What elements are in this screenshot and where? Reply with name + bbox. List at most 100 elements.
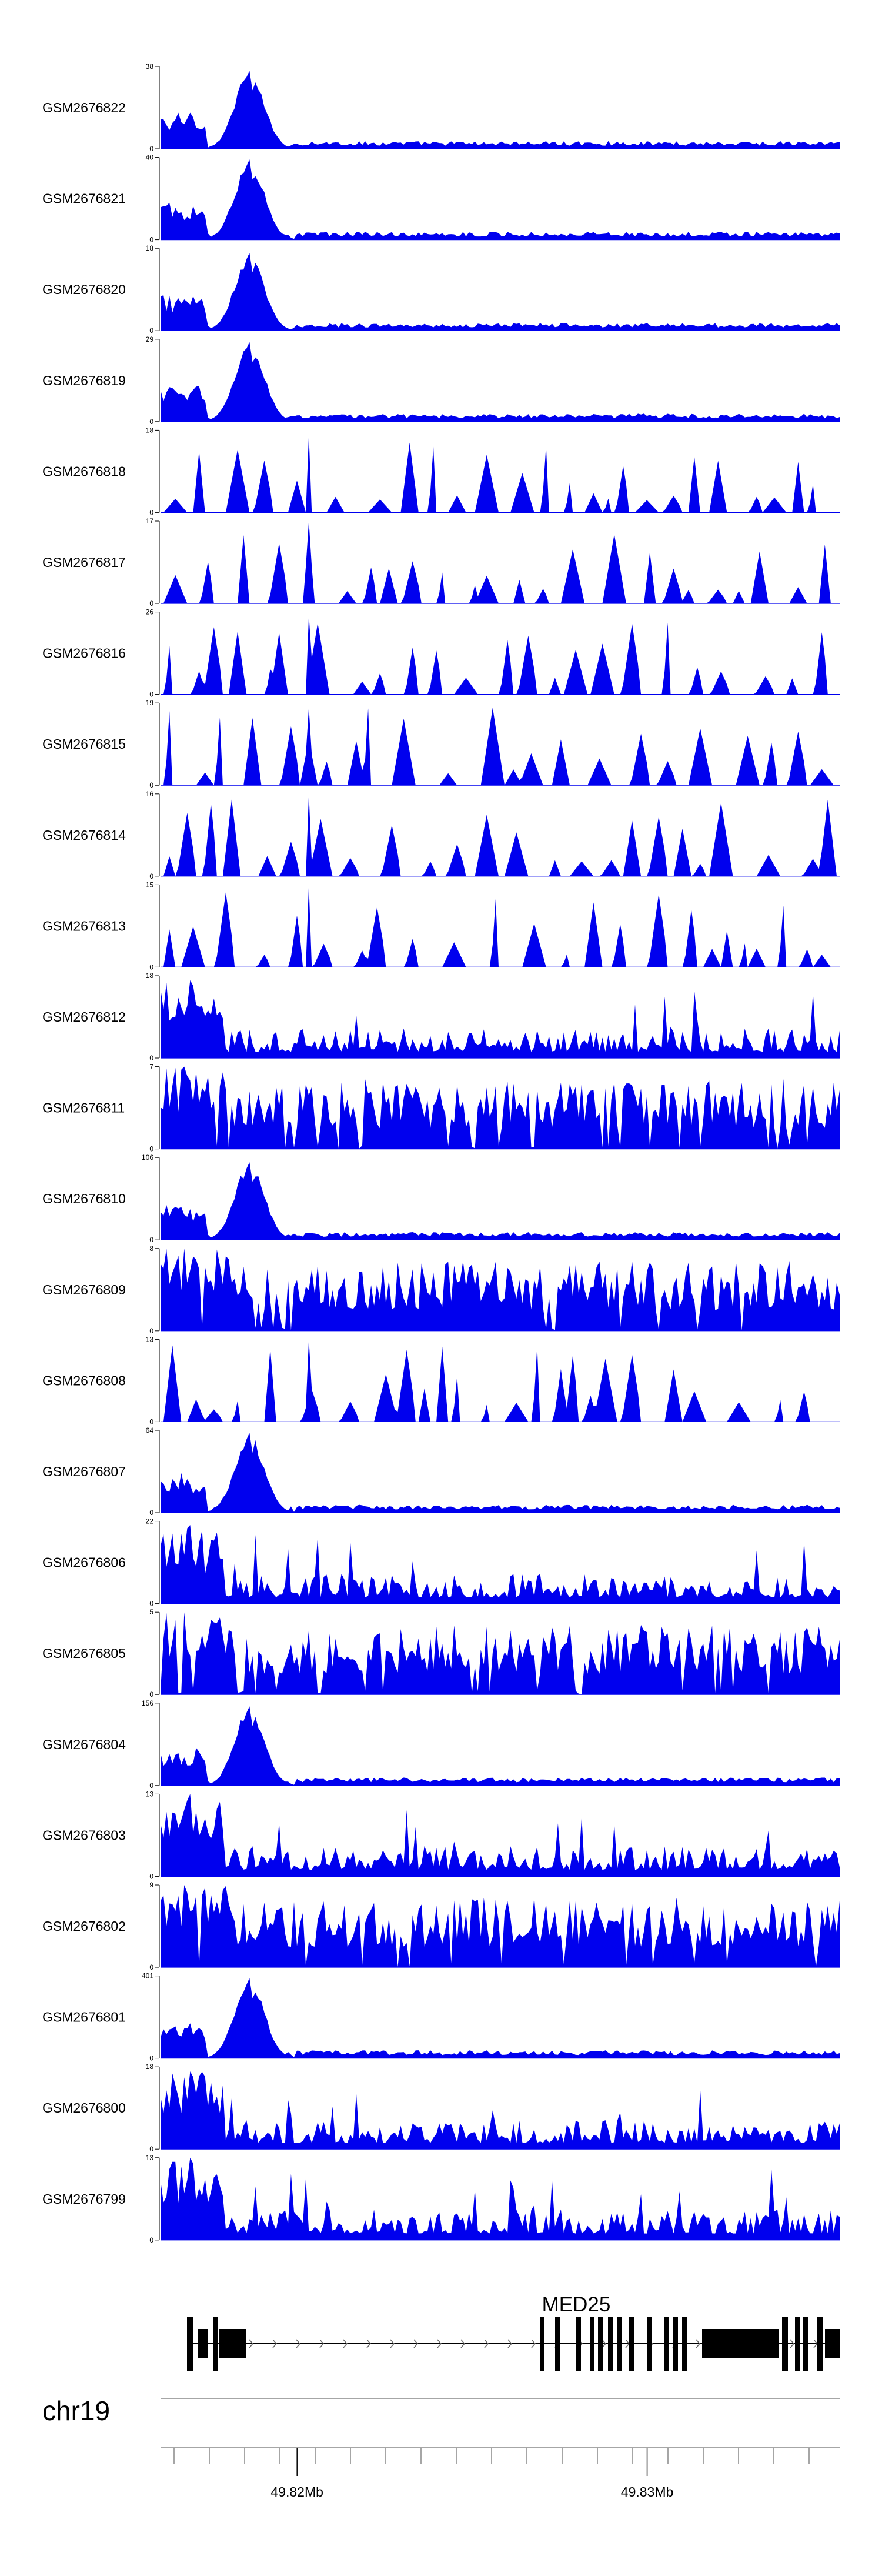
strand-arrow-icon — [296, 2339, 300, 2348]
coverage-area — [161, 1066, 840, 1149]
coverage-area — [161, 980, 840, 1058]
exon-block — [673, 2317, 678, 2371]
track-label: GSM2676814 — [42, 827, 126, 843]
exon-block — [213, 2317, 218, 2371]
y-tick-label-zero: 0 — [149, 781, 153, 789]
strand-arrow-icon — [272, 2339, 277, 2348]
y-tick-label-max: 22 — [146, 1517, 154, 1526]
coverage-area — [161, 1706, 840, 1786]
coverage-tracks: GSM2676822380GSM2676821400GSM2676820180G… — [42, 62, 840, 2244]
coverage-area — [161, 1885, 840, 1967]
gene-model-track: MED25 — [187, 2293, 840, 2371]
track-label: GSM2676809 — [42, 1282, 126, 1297]
strand-arrow-icon — [366, 2339, 371, 2348]
exon-block — [647, 2317, 652, 2371]
y-tick-label-zero: 0 — [149, 418, 153, 426]
strand-arrow-icon — [460, 2339, 465, 2348]
strand-arrow-icon — [790, 2339, 794, 2348]
exon-block — [576, 2317, 581, 2371]
exon-block — [598, 2317, 603, 2371]
coverage-area — [161, 1612, 840, 1695]
coverage-area — [161, 1162, 840, 1240]
y-tick-label-max: 13 — [146, 1335, 154, 1343]
exon-block — [629, 2317, 634, 2371]
track-GSM2676822: GSM2676822 38 0 — [42, 62, 840, 153]
axis-tick-label: 49.82Mb — [270, 2484, 323, 2500]
y-tick-label-zero: 0 — [149, 508, 153, 516]
track-GSM2676804: GSM2676804 156 0 — [42, 1699, 840, 1790]
y-tick-label-zero: 0 — [149, 1327, 153, 1335]
y-tick-label-zero: 0 — [149, 872, 153, 880]
y-tick-label-max: 18 — [146, 972, 154, 980]
track-GSM2676820: GSM2676820 18 0 — [42, 244, 840, 335]
exon-block — [702, 2329, 779, 2358]
exon-block — [664, 2317, 669, 2371]
y-tick-label-max: 5 — [149, 1608, 153, 1616]
y-tick-label-zero: 0 — [149, 1145, 153, 1153]
track-GSM2676816: GSM2676816 26 0 — [42, 608, 840, 699]
track-label: GSM2676801 — [42, 2010, 126, 2025]
exon-block — [795, 2317, 800, 2371]
y-tick-label-max: 156 — [142, 1699, 153, 1707]
track-label: GSM2676800 — [42, 2100, 126, 2115]
strand-arrow-icon — [249, 2339, 253, 2348]
chromosome-label: chr19 — [42, 2395, 110, 2426]
coverage-area — [161, 1433, 840, 1513]
track-GSM2676818: GSM2676818 18 0 — [42, 426, 840, 516]
track-label: GSM2676812 — [42, 1009, 126, 1025]
y-tick-label-zero: 0 — [149, 1781, 153, 1790]
track-GSM2676801: GSM2676801 401 0 — [42, 1972, 840, 2063]
y-tick-label-max: 13 — [146, 2154, 154, 2162]
track-GSM2676802: GSM2676802 9 0 — [42, 1881, 840, 1971]
track-label: GSM2676803 — [42, 1827, 126, 1843]
y-tick-label-zero: 0 — [149, 963, 153, 971]
exon-block — [825, 2329, 840, 2358]
track-GSM2676819: GSM2676819 29 0 — [42, 335, 840, 426]
strand-arrow-icon — [390, 2339, 395, 2348]
y-tick-label-max: 29 — [146, 335, 154, 343]
exon-block — [617, 2317, 622, 2371]
strand-arrow-icon — [602, 2339, 606, 2348]
track-GSM2676814: GSM2676814 16 0 — [42, 790, 840, 880]
track-GSM2676800: GSM2676800 18 0 — [42, 2063, 840, 2153]
track-label: GSM2676811 — [42, 1100, 125, 1116]
strand-arrow-icon — [437, 2339, 442, 2348]
coverage-area — [161, 435, 840, 513]
track-GSM2676815: GSM2676815 19 0 — [42, 699, 840, 789]
track-label: GSM2676818 — [42, 463, 126, 479]
track-label: GSM2676822 — [42, 100, 126, 115]
track-label: GSM2676816 — [42, 646, 126, 661]
strand-arrow-icon — [413, 2339, 418, 2348]
y-tick-label-zero: 0 — [149, 690, 153, 699]
track-GSM2676807: GSM2676807 64 0 — [42, 1426, 840, 1517]
y-tick-label-zero: 0 — [149, 1236, 153, 1244]
track-GSM2676811: GSM2676811 7 0 — [42, 1063, 840, 1153]
exon-block — [682, 2317, 687, 2371]
y-tick-label-max: 15 — [146, 880, 154, 889]
y-tick-label-max: 13 — [146, 1790, 154, 1798]
track-GSM2676808: GSM2676808 13 0 — [42, 1335, 840, 1426]
y-tick-label-max: 7 — [149, 1063, 153, 1071]
track-label: GSM2676821 — [42, 191, 126, 206]
track-label: GSM2676815 — [42, 736, 126, 752]
track-GSM2676809: GSM2676809 8 0 — [42, 1244, 840, 1335]
track-label: GSM2676810 — [42, 1191, 126, 1206]
strand-arrow-icon — [507, 2339, 512, 2348]
y-tick-label-zero: 0 — [149, 326, 153, 335]
y-tick-label-max: 106 — [142, 1153, 153, 1162]
strand-arrow-icon — [343, 2339, 348, 2348]
y-tick-label-max: 401 — [142, 1972, 153, 1980]
coverage-area — [161, 2071, 840, 2150]
strand-arrow-icon — [319, 2339, 324, 2348]
coverage-area — [161, 253, 840, 331]
track-label: GSM2676808 — [42, 1373, 126, 1388]
y-tick-label-max: 8 — [149, 1244, 153, 1253]
y-tick-label-zero: 0 — [149, 1600, 153, 1608]
y-tick-label-zero: 0 — [149, 2054, 153, 2063]
track-GSM2676806: GSM2676806 22 0 — [42, 1517, 840, 1608]
track-GSM2676803: GSM2676803 13 0 — [42, 1790, 840, 1880]
exon-block — [198, 2329, 208, 2358]
track-GSM2676817: GSM2676817 17 0 — [42, 517, 840, 608]
strand-arrow-icon — [531, 2339, 536, 2348]
y-tick-label-max: 64 — [146, 1426, 154, 1434]
